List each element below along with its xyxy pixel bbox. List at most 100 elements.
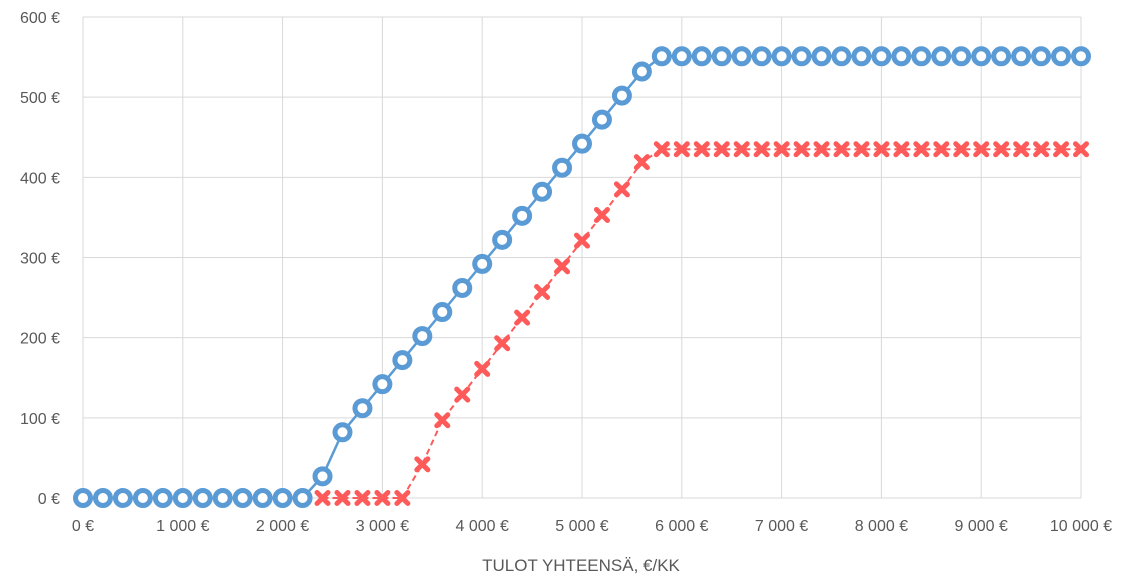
x-tick-label: 10 000 € bbox=[1050, 518, 1112, 535]
series-1-point bbox=[212, 488, 233, 508]
series-1-point bbox=[871, 46, 892, 67]
series-2-point bbox=[893, 141, 910, 158]
series-2-point bbox=[953, 141, 970, 158]
series-1-point bbox=[751, 46, 772, 67]
series-1-point bbox=[791, 46, 812, 67]
series-1 bbox=[73, 46, 1091, 508]
series-1-point bbox=[811, 46, 832, 67]
series-1-point bbox=[372, 374, 393, 395]
x-axis-tick-labels: 0 € 1 000 € 2 000 € 3 000 € 4 000 € 5 000 € 6 … bbox=[72, 518, 1112, 535]
x-tick-label: 3 000 € bbox=[356, 518, 409, 535]
x-tick-label: 8 000 € bbox=[855, 518, 908, 535]
series-2-point bbox=[793, 141, 810, 158]
series-1-point bbox=[352, 398, 373, 419]
series-2-point bbox=[1013, 141, 1030, 158]
series-1-point bbox=[831, 46, 852, 67]
series-1-point bbox=[711, 46, 732, 67]
y-tick-label: 300 € bbox=[20, 251, 60, 268]
series-2-point bbox=[1033, 141, 1050, 158]
series-2-point bbox=[434, 412, 451, 429]
x-tick-label: 2 000 € bbox=[256, 518, 309, 535]
x-axis-title: TULOT YHTEENSÄ, €/KK bbox=[482, 556, 680, 575]
series-2-point bbox=[534, 283, 551, 300]
series-1-point bbox=[1011, 46, 1032, 67]
series-2-point bbox=[1073, 141, 1089, 158]
x-tick-label: 1 000 € bbox=[156, 518, 209, 535]
series-1-point bbox=[432, 302, 453, 323]
series-2-point bbox=[913, 141, 930, 158]
series-2-point bbox=[454, 386, 471, 403]
y-tick-label: 600 € bbox=[20, 10, 60, 27]
series-2-point bbox=[653, 141, 670, 158]
series-2-point bbox=[853, 141, 870, 158]
series-1-point bbox=[951, 46, 972, 67]
series-2-point bbox=[993, 141, 1010, 158]
series-2-point bbox=[693, 141, 710, 158]
series-2-point bbox=[354, 490, 371, 506]
series-2-point bbox=[813, 141, 830, 158]
series-1-point bbox=[272, 488, 293, 508]
y-tick-label: 100 € bbox=[20, 411, 60, 428]
series-1-point bbox=[611, 85, 632, 106]
series-1-point bbox=[92, 488, 113, 508]
series-2-point bbox=[414, 456, 431, 473]
x-tick-label: 9 000 € bbox=[955, 518, 1008, 535]
series-1-point bbox=[532, 181, 553, 202]
series-1-point bbox=[591, 109, 612, 130]
y-tick-label: 200 € bbox=[20, 331, 60, 348]
series-1-point bbox=[651, 46, 672, 67]
series-1-point bbox=[1031, 46, 1052, 67]
series-2-point bbox=[494, 335, 511, 352]
series-2-point bbox=[394, 490, 411, 506]
x-tick-label: 5 000 € bbox=[555, 518, 608, 535]
series-1-point bbox=[572, 133, 592, 154]
series-2-point bbox=[574, 232, 590, 249]
series-1-point bbox=[472, 253, 493, 274]
series-2-point bbox=[474, 360, 491, 377]
series-2-point bbox=[374, 490, 391, 506]
series-2-point bbox=[334, 490, 351, 506]
series-2-point bbox=[673, 141, 690, 158]
series-2-point bbox=[873, 141, 890, 158]
series-2-point bbox=[593, 207, 610, 224]
x-tick-label: 4 000 € bbox=[456, 518, 509, 535]
series-layer bbox=[73, 46, 1091, 508]
series-2-point bbox=[833, 141, 850, 158]
series-2-point bbox=[633, 154, 650, 171]
series-2-point bbox=[753, 141, 770, 158]
series-1-point bbox=[771, 46, 792, 67]
series-1-point bbox=[232, 488, 253, 508]
series-1-point bbox=[631, 61, 652, 82]
series-1-point bbox=[971, 46, 992, 67]
series-1-point bbox=[731, 46, 752, 67]
series-1-point bbox=[691, 46, 712, 67]
series-2-point bbox=[314, 490, 331, 506]
y-tick-label: 0 € bbox=[38, 491, 60, 508]
series-1-point bbox=[112, 488, 133, 508]
series-2-point bbox=[973, 141, 990, 158]
x-tick-label: 7 000 € bbox=[755, 518, 808, 535]
series-1-point bbox=[512, 205, 533, 226]
series-1-point bbox=[1071, 46, 1091, 67]
y-axis-tick-labels: 0 € 100 € 200 € 300 € 400 € 500 € 600 € bbox=[20, 10, 60, 508]
series-2-point bbox=[773, 141, 790, 158]
series-1-point bbox=[172, 488, 193, 508]
series-2 bbox=[314, 141, 1089, 506]
series-1-point bbox=[851, 46, 872, 67]
series-2-point bbox=[554, 258, 571, 275]
series-1-point bbox=[152, 488, 173, 508]
series-1-point bbox=[73, 488, 93, 508]
series-2-point bbox=[1053, 141, 1070, 158]
series-1-point bbox=[991, 46, 1012, 67]
series-1-point bbox=[452, 277, 473, 298]
series-2-point bbox=[733, 141, 750, 158]
y-tick-label: 500 € bbox=[20, 90, 60, 107]
vertical-gridlines bbox=[82, 17, 1082, 498]
x-tick-label: 6 000 € bbox=[655, 518, 708, 535]
series-1-point bbox=[292, 488, 313, 508]
series-1-point bbox=[911, 46, 932, 67]
y-tick-label: 400 € bbox=[20, 170, 60, 187]
series-1-point bbox=[891, 46, 912, 67]
